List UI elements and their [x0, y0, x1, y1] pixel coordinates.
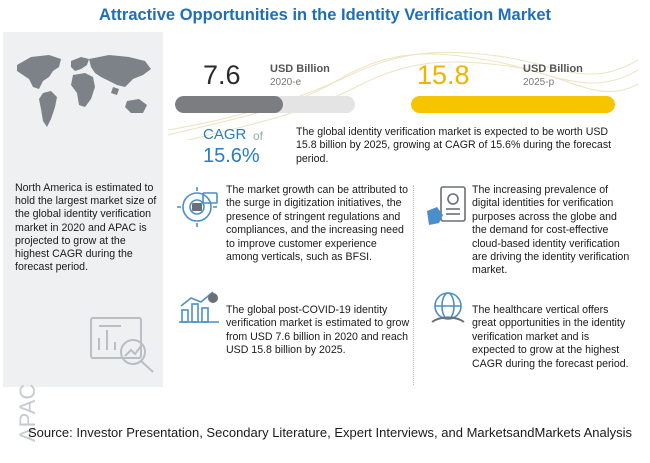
apac-label-wrap: APAC — [15, 382, 55, 462]
bar-2020 — [175, 96, 355, 113]
bar-2025 — [411, 96, 615, 113]
unit-2020: USD Billion — [270, 63, 330, 75]
bar-2020-fill — [175, 96, 283, 113]
cagr-of: of — [253, 129, 264, 143]
cagr-description: The global identity verification market … — [296, 126, 612, 165]
healthcare-globe-icon — [431, 292, 465, 323]
growth-chart-icon — [179, 291, 219, 323]
digital-identity-icon — [427, 186, 466, 225]
source-note: Source: Investor Presentation, Secondary… — [27, 425, 633, 440]
block-text-digital-identities: The increasing prevalence of digital ide… — [472, 184, 630, 277]
year-2025: 2025-p — [523, 77, 555, 88]
page-title: Attractive Opportunities in the Identity… — [99, 6, 551, 24]
left-panel: North America is estimated to hold the l… — [3, 32, 163, 442]
block-text-covid-forecast: The global post-COVID-19 identity verifi… — [226, 304, 410, 357]
cagr-value: 15.6% — [203, 145, 260, 167]
block-text-growth-drivers: The market growth can be attributed to t… — [226, 184, 408, 264]
bar-2025-fill — [411, 96, 615, 113]
column-divider — [413, 185, 414, 385]
block-text-healthcare: The healthcare vertical offers great opp… — [472, 304, 629, 370]
value-2025: 15.8 — [417, 60, 470, 90]
value-2020: 7.6 — [203, 60, 241, 90]
cagr-label: CAGR — [203, 126, 247, 143]
unit-2025: USD Billion — [523, 63, 583, 75]
digitization-icon — [177, 187, 218, 227]
region-summary: North America is estimated to hold the l… — [15, 182, 157, 274]
year-2020: 2020-e — [270, 77, 302, 88]
world-map-icon — [17, 55, 151, 127]
analysis-chart-icon — [90, 317, 154, 373]
